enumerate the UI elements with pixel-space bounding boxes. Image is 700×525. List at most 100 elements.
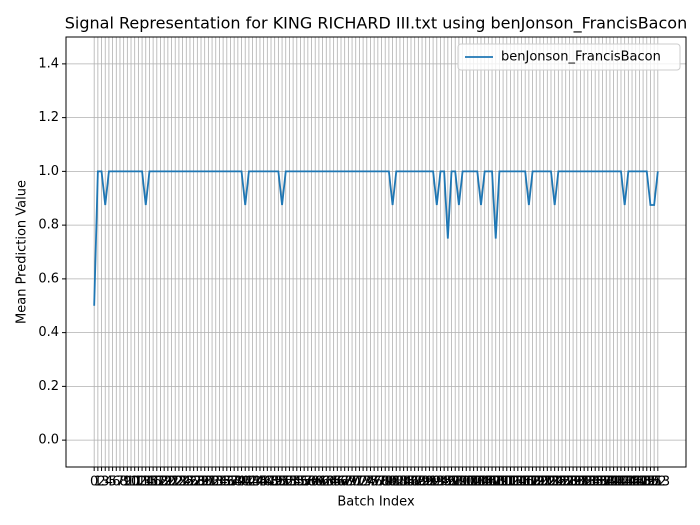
x-tick-label: 34: [211, 475, 228, 490]
x-tick-label: 144: [612, 475, 637, 490]
x-tick-label: 29: [193, 475, 210, 490]
x-tick-label: 123: [535, 475, 560, 490]
x-tick-label: 91: [421, 475, 438, 490]
x-tick-label: 117: [513, 475, 538, 490]
x-tick-label: 72: [351, 475, 368, 490]
x-tick-label: 17: [149, 475, 166, 490]
x-tick-label: 98: [447, 475, 464, 490]
x-tick-label: 145: [616, 475, 641, 490]
x-tick-label: 96: [440, 475, 457, 490]
x-tick-label: 48: [263, 475, 280, 490]
x-tick-label: 50: [270, 475, 287, 490]
x-tick-label: 120: [524, 475, 549, 490]
x-tick-label: 108: [480, 475, 505, 490]
x-tick-label: 64: [322, 475, 339, 490]
x-tick-label: 100: [450, 475, 475, 490]
legend-box: [457, 43, 681, 71]
x-tick-label: 74: [359, 475, 376, 490]
x-tick-label: 140: [598, 475, 623, 490]
x-tick-label: 79: [377, 475, 394, 490]
chart-title: Signal Representation for KING RICHARD I…: [65, 14, 687, 34]
x-tick-label: 20: [160, 475, 177, 490]
x-tick-label: 131: [564, 475, 589, 490]
y-tick-label: 1.2: [38, 110, 59, 125]
x-tick-label: 19: [156, 475, 173, 490]
x-tick-label: 122: [531, 475, 556, 490]
x-tick-label: 116: [509, 475, 534, 490]
x-tick-label: 121: [528, 475, 553, 490]
x-tick-label: 126: [546, 475, 571, 490]
x-tick-label: 85: [399, 475, 416, 490]
x-tick-label: 70: [344, 475, 361, 490]
x-tick-label: 89: [414, 475, 431, 490]
x-tick-label: 21: [163, 475, 180, 490]
x-tick-label: 114: [502, 475, 527, 490]
x-tick-label: 99: [451, 475, 468, 490]
x-tick-label: 107: [476, 475, 501, 490]
x-tick-label: 105: [469, 475, 494, 490]
x-tick-label: 93: [429, 475, 446, 490]
x-tick-label: 119: [520, 475, 545, 490]
x-tick-label: 9: [123, 475, 131, 490]
x-tick-label: 44: [248, 475, 265, 490]
y-axis-label: Mean Prediction Value: [15, 180, 30, 324]
x-tick-label: 111: [491, 475, 516, 490]
x-tick-label: 46: [255, 475, 272, 490]
x-tick-label: 102: [458, 475, 483, 490]
x-tick-label: 104: [465, 475, 490, 490]
x-tick-label: 26: [182, 475, 199, 490]
x-tick-label: 135: [579, 475, 604, 490]
x-tick-label: 101: [454, 475, 479, 490]
x-tick-label: 32: [204, 475, 221, 490]
x-tick-label: 67: [333, 475, 350, 490]
x-tick-label: 97: [443, 475, 460, 490]
legend-label: benJonson_FrancisBacon: [501, 50, 661, 65]
x-tick-label: 83: [392, 475, 409, 490]
x-tick-label: 33: [207, 475, 224, 490]
x-tick-label: 39: [230, 475, 247, 490]
x-tick-label: 71: [347, 475, 364, 490]
x-tick-label: 88: [410, 475, 427, 490]
x-tick-label: 66: [329, 475, 346, 490]
x-tick-label: 103: [461, 475, 486, 490]
x-tick-label: 132: [568, 475, 593, 490]
x-tick-label: 75: [362, 475, 379, 490]
x-tick-label: 54: [285, 475, 302, 490]
x-tick-label: 49: [266, 475, 283, 490]
x-tick-label: 52: [277, 475, 294, 490]
y-tick-label: 1.0: [38, 164, 59, 179]
x-tick-label: 76: [366, 475, 383, 490]
x-tick-label: 137: [586, 475, 611, 490]
x-tick-label: 143: [609, 475, 634, 490]
x-tick-label: 115: [505, 475, 530, 490]
x-tick-label: 106: [472, 475, 497, 490]
y-tick-label: 0.6: [38, 271, 59, 286]
x-tick-label: 57: [296, 475, 313, 490]
x-tick-label: 13: [134, 475, 151, 490]
data-line: [93, 170, 659, 306]
x-tick-label: 69: [340, 475, 357, 490]
x-tick-label: 15: [141, 475, 158, 490]
x-tick-label: 24: [174, 475, 191, 490]
x-tick-label: 148: [627, 475, 652, 490]
x-tick-label: 14: [137, 475, 154, 490]
x-tick-label: 80: [381, 475, 398, 490]
x-tick-label: 51: [274, 475, 291, 490]
x-tick-label: 25: [178, 475, 195, 490]
x-tick-label: 73: [355, 475, 372, 490]
x-tick-label: 124: [539, 475, 564, 490]
x-tick-label: 4: [105, 475, 113, 490]
x-tick-label: 129: [557, 475, 582, 490]
x-tick-label: 3: [101, 475, 109, 490]
x-tick-label: 118: [516, 475, 541, 490]
x-tick-label: 38: [226, 475, 243, 490]
x-tick-label: 18: [152, 475, 169, 490]
x-tick-label: 86: [403, 475, 420, 490]
x-tick-label: 87: [406, 475, 423, 490]
x-tick-label: 5: [108, 475, 116, 490]
x-tick-label: 16: [145, 475, 162, 490]
x-tick-label: 141: [601, 475, 626, 490]
x-tick-label: 22: [167, 475, 184, 490]
x-tick-label: 27: [185, 475, 202, 490]
